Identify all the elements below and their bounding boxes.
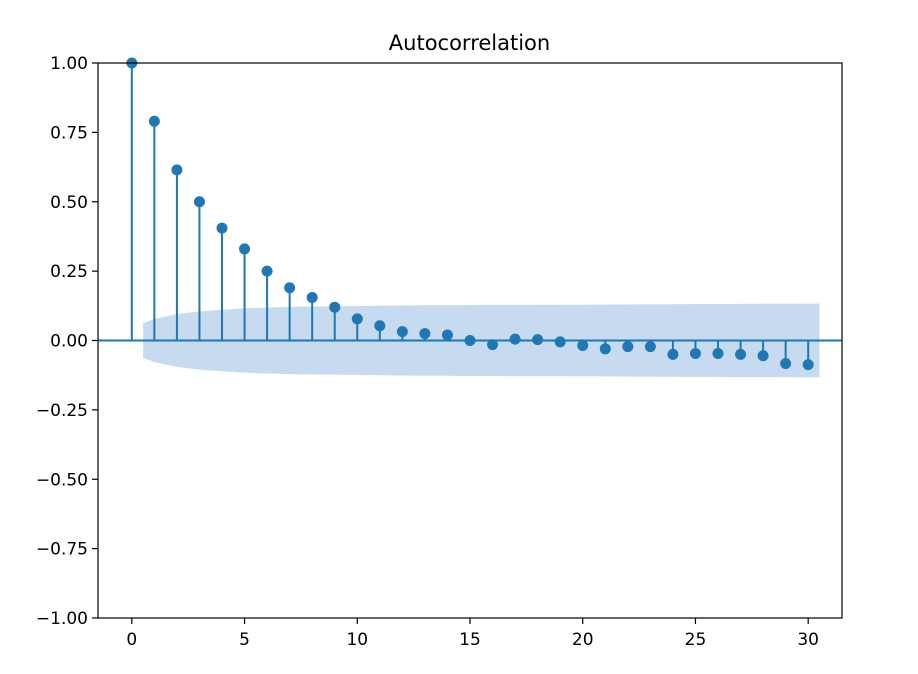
marker-lag-28 <box>757 350 769 362</box>
x-tick-label-30: 30 <box>797 630 819 650</box>
x-tick-label-5: 5 <box>239 630 250 650</box>
y-tick-label-4: 0.00 <box>50 332 88 352</box>
x-tick-label-15: 15 <box>459 630 481 650</box>
marker-lag-14 <box>441 329 453 341</box>
marker-lag-13 <box>419 328 431 340</box>
marker-lag-23 <box>644 341 656 353</box>
stem-layer <box>130 63 810 365</box>
y-tick-label-6: −0.50 <box>36 470 88 490</box>
x-tick-label-20: 20 <box>572 630 594 650</box>
y-axis-ticks: 1.00 0.75 0.50 0.25 0.00 −0.25 −0.50 −0.75 −1.00 <box>36 54 98 629</box>
marker-lag-16 <box>487 339 499 351</box>
marker-lag-18 <box>532 334 544 346</box>
y-tick-label-7: −0.75 <box>36 540 88 560</box>
marker-lag-6 <box>261 265 273 277</box>
chart-title: Autocorrelation <box>389 31 550 55</box>
marker-lag-17 <box>509 333 521 345</box>
marker-lag-27 <box>735 348 747 360</box>
marker-lag-20 <box>577 339 589 351</box>
marker-lag-4 <box>216 222 228 234</box>
y-tick-label-0: 1.00 <box>50 54 88 74</box>
marker-lag-30 <box>802 359 814 371</box>
marker-lag-29 <box>780 358 792 370</box>
y-tick-label-3: 0.25 <box>50 262 88 282</box>
marker-lag-25 <box>689 348 701 360</box>
y-tick-label-5: −0.25 <box>36 401 88 421</box>
marker-lag-12 <box>396 326 408 338</box>
x-tick-label-25: 25 <box>685 630 707 650</box>
y-tick-label-1: 0.75 <box>50 123 88 143</box>
marker-lag-5 <box>239 243 251 255</box>
y-tick-label-8: −1.00 <box>36 609 88 629</box>
marker-layer <box>126 57 814 371</box>
x-tick-label-10: 10 <box>346 630 368 650</box>
marker-lag-21 <box>599 343 611 355</box>
marker-lag-26 <box>712 348 724 360</box>
marker-lag-7 <box>284 282 296 294</box>
x-tick-label-0: 0 <box>126 630 137 650</box>
marker-lag-8 <box>306 291 318 303</box>
marker-lag-2 <box>171 164 183 176</box>
y-tick-label-2: 0.50 <box>50 193 88 213</box>
x-axis-ticks: 0 5 10 15 20 25 30 <box>126 618 819 650</box>
marker-lag-24 <box>667 348 679 360</box>
marker-lag-9 <box>329 301 341 313</box>
marker-lag-3 <box>193 196 205 208</box>
marker-lag-15 <box>464 335 476 346</box>
marker-lag-10 <box>351 313 363 325</box>
marker-lag-11 <box>374 320 386 332</box>
marker-lag-1 <box>148 115 160 127</box>
marker-lag-22 <box>622 341 634 353</box>
marker-lag-19 <box>554 336 566 348</box>
